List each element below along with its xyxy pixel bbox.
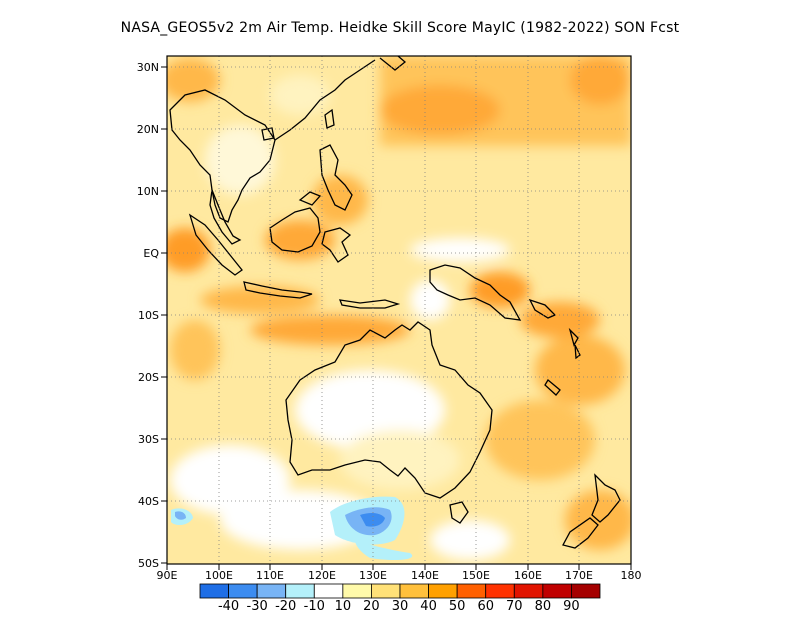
lon-label: 140E	[411, 569, 439, 582]
colorbar-swatch	[371, 583, 401, 599]
lat-label: 20N	[137, 123, 159, 136]
lat-label: EQ	[143, 247, 159, 260]
colorbar-swatch	[256, 583, 287, 599]
grid-lines	[167, 56, 631, 564]
colorbar-label: -30	[247, 599, 268, 614]
colorbar-label: 20	[363, 599, 380, 614]
colorbar-swatch	[428, 583, 458, 599]
colorbar-label: 50	[449, 599, 466, 614]
colorbar-swatch	[342, 583, 372, 599]
lon-label: 90E	[157, 569, 178, 582]
skill-field	[167, 56, 631, 564]
colorbar-label: 40	[420, 599, 437, 614]
lat-labels: 30N 20N 10N EQ 10S 20S 30S 40S 50S	[137, 61, 160, 570]
plot-frame	[166, 55, 632, 565]
colorbar-swatch	[199, 583, 229, 599]
colorbar-labels: -40 -30 -20 -10 10 20 30 40 50 60 70 80 90	[218, 599, 580, 614]
lon-label: 130E	[359, 569, 387, 582]
colorbar-label: -40	[218, 599, 239, 614]
lat-label: 50S	[138, 557, 159, 570]
colorbar-label: 30	[392, 599, 409, 614]
lon-label: 100E	[205, 569, 233, 582]
colorbar-label: 10	[335, 599, 352, 614]
lon-label: 180	[621, 569, 642, 582]
colorbar-label: -10	[304, 599, 325, 614]
lat-label: 10S	[138, 309, 159, 322]
colorbar-swatch	[313, 583, 344, 599]
lon-label: 170E	[565, 569, 593, 582]
lat-label: 40S	[138, 495, 159, 508]
colorbar-swatch	[513, 583, 544, 599]
lon-label: 150E	[462, 569, 490, 582]
colorbar-swatch	[285, 583, 315, 599]
map-title: NASA_GEOS5v2 2m Air Temp. Heidke Skill S…	[120, 20, 680, 36]
lat-label: 30S	[138, 433, 159, 446]
lat-label: 30N	[137, 61, 159, 74]
coastlines	[169, 56, 621, 549]
colorbar-swatch	[228, 583, 258, 599]
colorbar-label: -20	[275, 599, 296, 614]
colorbar-swatch	[485, 583, 515, 599]
colorbar-label: 70	[506, 599, 523, 614]
lon-label: 120E	[308, 569, 336, 582]
colorbar-swatch	[456, 583, 487, 599]
lon-label: 110E	[256, 569, 284, 582]
tick-marks	[161, 66, 632, 570]
lon-labels: 90E 100E 110E 120E 130E 140E 150E 160E 1…	[157, 569, 642, 582]
colorbar-label: 80	[535, 599, 552, 614]
colorbar-swatch	[399, 583, 429, 599]
colorbar-label: 90	[563, 599, 580, 614]
colorbar-swatch	[571, 583, 601, 599]
lat-label: 20S	[138, 371, 159, 384]
lon-label: 160E	[514, 569, 542, 582]
lat-label: 10N	[137, 185, 159, 198]
colorbar	[199, 583, 601, 599]
colorbar-label: 60	[477, 599, 494, 614]
colorbar-swatch	[542, 583, 572, 599]
